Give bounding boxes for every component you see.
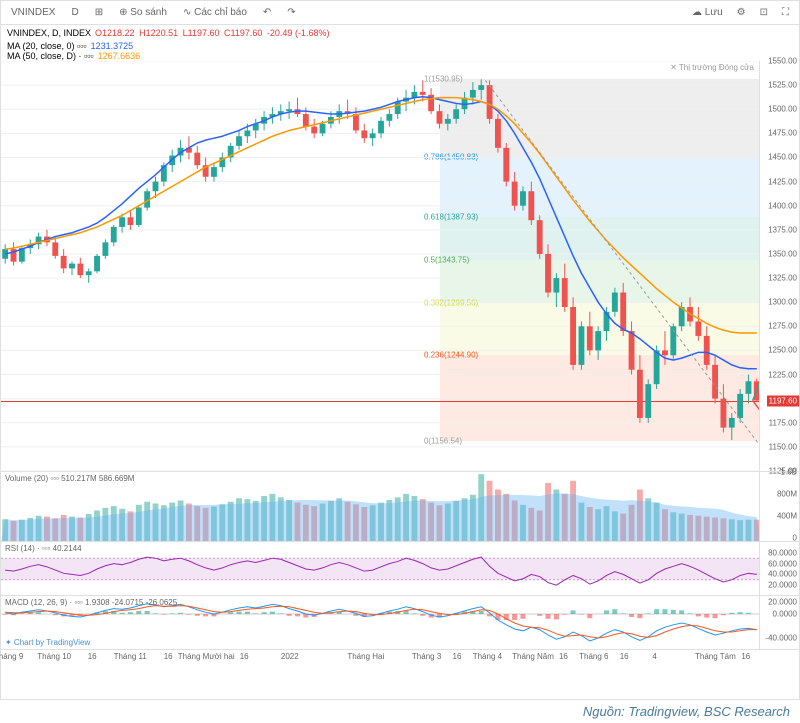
ohlc-L: L1197.60 [183, 28, 220, 38]
rsi-pane[interactable]: RSI (14) · ▫▫▫ 40.2144 80.000060.000040.… [1, 541, 799, 595]
undo-icon[interactable]: ↶ [259, 5, 275, 20]
macd-pane[interactable]: MACD (12, 26, 9) · ▫▫▫ 1.9308 -24.0715 -… [1, 595, 799, 649]
toolbar: VNINDEX D ⊞ ⊕ So sánh ∿ Các chỉ báo ↶ ↷ … [1, 1, 799, 25]
macd-label: MACD (12, 26, 9) · ▫▫▫ 1.9308 -24.0715 -… [5, 598, 177, 607]
price-axis: 1550.001525.001500.001475.001450.001425.… [759, 61, 799, 471]
symbol-info: VNINDEX, D, INDEX O1218.22 H1220.51 L119… [1, 25, 799, 41]
interval-selector[interactable]: D [67, 5, 82, 20]
rsi-chart [1, 542, 759, 595]
tradingview-watermark[interactable]: ✦ Chart by TradingView [5, 638, 90, 647]
time-axis: Tháng 9Tháng 1016Tháng 1116Tháng Mười ha… [1, 649, 799, 665]
ohlc-C: C1197.60 [224, 28, 262, 38]
rsi-label: RSI (14) · ▫▫▫ 40.2144 [5, 544, 82, 553]
source-citation: Nguồn: Tradingview, BSC Research [0, 700, 800, 723]
volume-axis: 1.6B800M400M0 [759, 472, 799, 541]
redo-icon[interactable]: ↷ [283, 5, 299, 20]
ma50-value: 1267.6636 [98, 51, 141, 61]
compare-button[interactable]: ⊕ So sánh [115, 5, 171, 20]
volume-label: Volume (20) ▫▫▫ 510.217M 586.669M [5, 474, 134, 483]
candles-icon[interactable]: ⊞ [91, 5, 107, 20]
main-chart[interactable]: ✕ Thị trường Đóng cửa 1(1530.95)0.786(14… [1, 61, 799, 471]
indicators-button[interactable]: ∿ Các chỉ báo [179, 5, 251, 20]
save-button[interactable]: ☁ Lưu [688, 5, 727, 20]
symbol-full: VNINDEX, D, INDEX [7, 28, 91, 38]
macd-axis: 20.00000.0000-40.0000 [759, 596, 799, 649]
ohlc-change: -20.49 (-1.68%) [267, 28, 330, 38]
ma20-label: MA (20, close, 0) ▫▫▫ [7, 41, 87, 51]
symbol-selector[interactable]: VNINDEX [7, 5, 59, 20]
fullscreen-icon[interactable]: ⛶ [778, 5, 793, 20]
candlestick-chart [1, 61, 759, 471]
rsi-axis: 80.000060.000040.000020.0000 [759, 542, 799, 595]
settings-icon[interactable]: ⚙ [733, 5, 750, 20]
ma20-value: 1231.3725 [91, 41, 134, 51]
current-price-label: 1197.60 [767, 395, 799, 406]
camera-icon[interactable]: ⊡ [756, 5, 772, 20]
ohlc-O: O1218.22 [95, 28, 135, 38]
ma50-label: MA (50, close, D) · ▫▫▫ [7, 51, 94, 61]
volume-pane[interactable]: Volume (20) ▫▫▫ 510.217M 586.669M 1.6B80… [1, 471, 799, 541]
ohlc-H: H1220.51 [139, 28, 178, 38]
